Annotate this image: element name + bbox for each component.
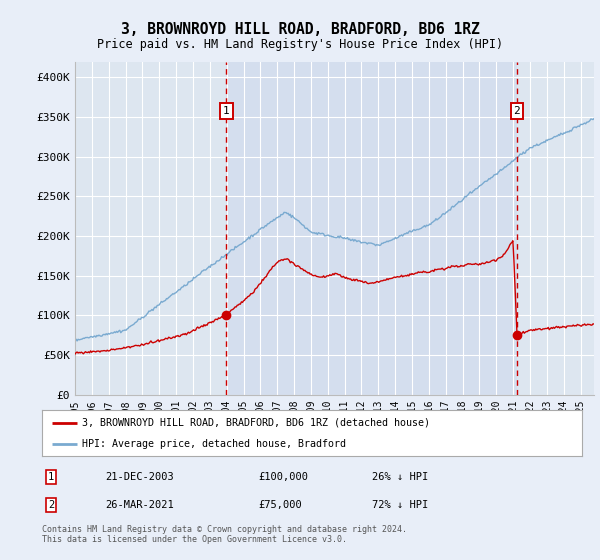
Bar [226, 62, 517, 395]
Text: Price paid vs. HM Land Registry's House Price Index (HPI): Price paid vs. HM Land Registry's House … [97, 38, 503, 51]
Text: 72% ↓ HPI: 72% ↓ HPI [372, 500, 428, 510]
Text: 26-MAR-2021: 26-MAR-2021 [105, 500, 174, 510]
Text: 1: 1 [223, 106, 230, 116]
Text: 2: 2 [48, 500, 54, 510]
Text: 3, BROWNROYD HILL ROAD, BRADFORD, BD6 1RZ: 3, BROWNROYD HILL ROAD, BRADFORD, BD6 1R… [121, 22, 479, 38]
Text: 2: 2 [514, 106, 520, 116]
Text: £75,000: £75,000 [258, 500, 302, 510]
Text: 26% ↓ HPI: 26% ↓ HPI [372, 472, 428, 482]
Text: 3, BROWNROYD HILL ROAD, BRADFORD, BD6 1RZ (detached house): 3, BROWNROYD HILL ROAD, BRADFORD, BD6 1R… [83, 418, 431, 428]
Text: Contains HM Land Registry data © Crown copyright and database right 2024.
This d: Contains HM Land Registry data © Crown c… [42, 525, 407, 544]
Text: HPI: Average price, detached house, Bradford: HPI: Average price, detached house, Brad… [83, 439, 347, 449]
Text: £100,000: £100,000 [258, 472, 308, 482]
Text: 21-DEC-2003: 21-DEC-2003 [105, 472, 174, 482]
Text: 1: 1 [48, 472, 54, 482]
